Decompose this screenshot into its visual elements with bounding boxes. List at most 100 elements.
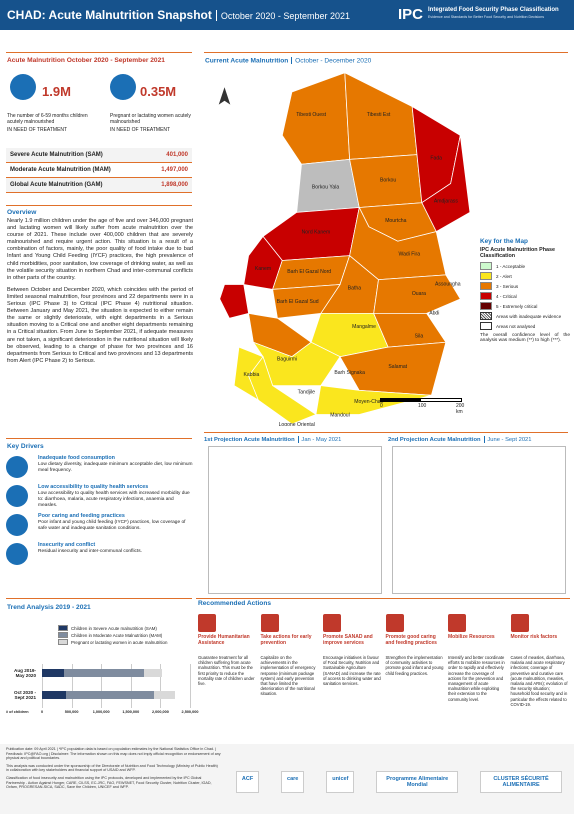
projections: 1st Projection Acute Malnutrition Jan - M… (204, 436, 570, 596)
driver-text: Poor infant and young child feeding (IYC… (38, 520, 186, 531)
recommendation-icon (510, 614, 529, 632)
divider (6, 205, 192, 206)
footer-note: This analysis was conducted under the sp… (6, 763, 218, 773)
table-value: 1,898,000 (161, 182, 188, 188)
chart: Children in Severe Acute malnutrition (S… (6, 614, 198, 740)
recommendation-text: Guarantee treatment for all children suf… (198, 655, 255, 687)
recommendation-title: Mobilize Resources (448, 634, 495, 640)
projection-frame (208, 446, 382, 594)
north-arrow (218, 87, 231, 105)
bar (154, 691, 175, 699)
y-tick-label: Aug 2019- May 2020 (14, 668, 36, 678)
legend-title: Key for the Map (480, 238, 528, 245)
region-label: Mandoul (330, 412, 350, 418)
x-tick-label: 0 (40, 710, 44, 714)
recommendation: Provide Humanitarian Assistance Guarantee… (198, 612, 256, 742)
legend-item: Areas not analysed (480, 322, 570, 330)
footer-notes: Publication date: 09 April 2021 | *IPC p… (6, 747, 221, 793)
title: CHAD: Acute Malnutrition Snapshot (7, 8, 212, 22)
table-row: Severe Acute Malnutrition (SAM) 401,000 (6, 148, 192, 163)
recommendation-icon (198, 614, 216, 632)
woman-icon (110, 74, 136, 100)
legend-label: Pregnant or lactating women in acute mal… (71, 639, 168, 645)
women-figure: 0.35M (140, 84, 177, 99)
key-drivers-title: Key Drivers (7, 443, 44, 450)
scale-label: 0 (380, 403, 383, 409)
recommendations-title: Recommended Actions (198, 600, 272, 607)
scale-label: 100 (418, 403, 427, 409)
region-label: Borkou Yala (312, 184, 339, 190)
legend-swatch (58, 632, 68, 638)
driver-icon (6, 543, 28, 565)
region-label: Moyen-Chari (354, 399, 383, 405)
legend-subtitle: IPC Acute Malnutrition Phase Classificat… (480, 247, 555, 259)
period: October 2020 - September 2021 (220, 11, 350, 21)
scale-bar: 0 100 200 km (380, 398, 470, 415)
bar (64, 669, 145, 677)
driver: Low accessibility to quality health serv… (6, 484, 196, 512)
region-label: Fada (430, 155, 442, 161)
partner-logo: Programme Alimentaire Mondial (376, 771, 459, 793)
legend-item: Areas with inadequate evidence (480, 312, 570, 320)
legend-item: 5 - Extremely critical (480, 302, 570, 310)
legend-swatch (58, 639, 68, 645)
recommendation-text: Intensify and better coordinate efforts … (448, 655, 505, 702)
recommendation-icon (448, 614, 466, 632)
map-period: October - December 2020 (295, 57, 372, 65)
bar (42, 669, 65, 677)
table-value: 401,000 (166, 152, 188, 158)
projection: 1st Projection Acute Malnutrition Jan - M… (204, 436, 384, 596)
x-axis-label: # of children (6, 710, 29, 714)
region-label: Kanem (255, 266, 271, 272)
driver-icon (6, 485, 28, 507)
region-label: Barh Signaka (334, 370, 365, 376)
legend-item: Children in Moderate Acute Malnutrition … (58, 632, 192, 638)
grid-line (42, 664, 43, 708)
legend-swatch (480, 292, 492, 300)
divider (204, 432, 568, 433)
children-label: The number of 6-59 months children acute… (7, 113, 88, 125)
recommendation: Promote good caring and feeding practice… (385, 612, 444, 742)
recommendation-text: Strengthen the implementation of communi… (385, 655, 444, 676)
region-label: Assoungha (435, 281, 461, 287)
children-figure: 1.9M (42, 84, 71, 99)
recommendation-icon (323, 614, 341, 632)
separator (215, 10, 217, 22)
recommendations: Provide Humanitarian Assistance Guarantee… (196, 612, 572, 742)
driver: Insecurity and conflict Residual insecuri… (6, 542, 196, 570)
legend-label: Children in Moderate Acute Malnutrition … (71, 632, 163, 638)
region-label: Salamat (388, 364, 407, 370)
legend-label: Children in Severe Acute malnutrition (S… (71, 625, 157, 631)
map-title: Current Acute Malnutrition October - Dece… (205, 57, 371, 64)
driver-icon (6, 514, 28, 536)
driver-title: Insecurity and conflict (38, 542, 96, 548)
partner-logo: care (281, 771, 305, 793)
projection-period: Jan - May 2021 (301, 437, 342, 444)
legend-swatch (480, 282, 492, 290)
legend-label: Areas not analysed (496, 323, 536, 329)
chart-title: Trend Analysis 2019 - 2021 (7, 604, 91, 611)
divider (6, 52, 192, 53)
header: CHAD: Acute Malnutrition Snapshot October… (0, 0, 574, 30)
region-label: Batha (348, 285, 361, 291)
recommendation-title: Promote SANAD and improve services (323, 634, 373, 646)
divider (196, 598, 570, 599)
summary-table: Severe Acute Malnutrition (SAM) 401,000 Mo… (6, 148, 192, 193)
footer-note: Publication date: 09 April 2021 | *IPC p… (6, 747, 221, 761)
region-label: Mourtcha (385, 218, 406, 224)
recommendation-text: Cases of measles, diarrhoea, malaria and… (510, 655, 568, 707)
table-label: Global Acute Malnutrition (GAM) (10, 182, 103, 188)
legend-item: Children in Severe Acute malnutrition (S… (58, 625, 192, 631)
grid-line (101, 664, 102, 708)
table-label: Severe Acute Malnutrition (SAM) (10, 152, 103, 158)
recommendation: Take actions for early prevention Capital… (260, 612, 319, 742)
region-label: Mangalme (352, 324, 376, 330)
region-label: Tandjile (298, 389, 315, 395)
legend-item: Pregnant or lactating women in acute mal… (58, 639, 192, 645)
legend-swatch (480, 312, 492, 320)
partner-logo: ACF (235, 771, 260, 793)
bar (42, 691, 66, 699)
region-label: Baguirmi (277, 357, 297, 363)
region-label: Logone Oriental (279, 422, 315, 426)
grid-line (130, 664, 132, 708)
